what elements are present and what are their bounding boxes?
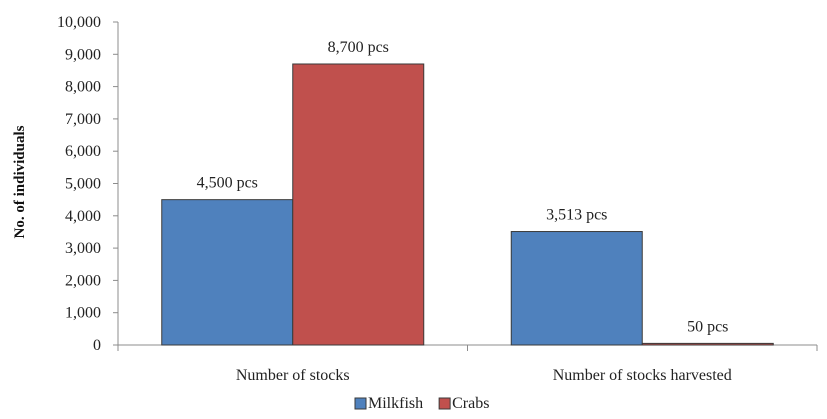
y-tick-label: 9,000 [65, 46, 101, 63]
data-label: 50 pcs [687, 318, 728, 335]
y-tick-label: 10,000 [57, 14, 101, 31]
y-tick-label: 1,000 [65, 305, 101, 322]
legend-swatch-crabs [438, 397, 451, 410]
data-label: 8,700 pcs [328, 39, 389, 56]
y-tick-label: 2,000 [65, 272, 101, 289]
y-tick-label: 0 [93, 337, 101, 354]
legend-swatch-milkfish [354, 397, 367, 410]
x-category-label: Number of stocks harvested [553, 367, 732, 384]
x-category-label: Number of stocks [236, 367, 350, 384]
axes-layer: 0 1,000 2,000 3,000 4,000 5,000 6,000 7,000 8,00… [57, 14, 818, 354]
y-tick-label: 4,000 [65, 208, 101, 225]
y-tick-label: 8,000 [65, 79, 101, 96]
y-tick-label: 5,000 [65, 176, 101, 193]
legend-label: Milkfish [368, 395, 423, 412]
legend-label: Crabs [452, 395, 489, 412]
data-label: 3,513 pcs [546, 207, 607, 224]
data-label: 4,500 pcs [197, 175, 258, 192]
y-tick-label: 7,000 [65, 111, 101, 128]
bar-milkfish [161, 199, 294, 346]
bar-crabs [292, 63, 425, 346]
legend: Milkfish Crabs [354, 395, 489, 412]
y-axis-title: No. of individuals [12, 125, 28, 238]
bar-milkfish [510, 231, 643, 346]
bar-crabs [641, 342, 774, 346]
y-tick-label: 6,000 [65, 143, 101, 160]
labels-layer: 4,500 pcs 8,700 pcs Number of stocks 3,513 … [197, 39, 732, 384]
bars-layer [161, 63, 774, 346]
y-tick-label: 3,000 [65, 240, 101, 257]
